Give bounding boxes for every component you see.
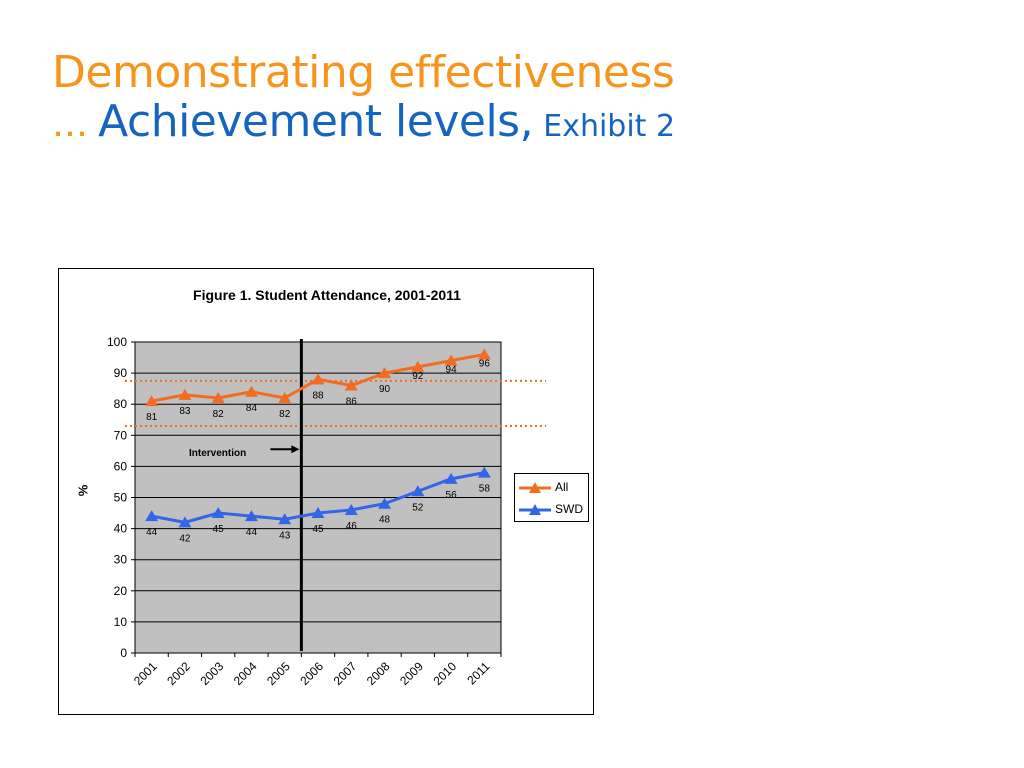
data-label-swd: 45 [312, 524, 324, 535]
x-tick-label: 2005 [264, 659, 293, 688]
x-tick-label: 2003 [198, 659, 227, 688]
x-tick-label: 2004 [231, 659, 260, 688]
data-label-all: 88 [312, 390, 324, 401]
x-tick-label: 2011 [464, 659, 492, 687]
data-label-swd: 56 [446, 490, 458, 501]
chart-frame: Figure 1. Student Attendance, 2001-2011 … [58, 268, 594, 715]
data-label-swd: 44 [146, 527, 158, 538]
title-ellipsis: … [52, 104, 88, 146]
y-tick-label: 80 [114, 397, 128, 411]
data-point-swd [344, 503, 358, 515]
legend-label-all: All [555, 480, 569, 494]
data-label-swd: 46 [346, 521, 358, 532]
legend-swatch-all [519, 482, 551, 493]
data-point-all [211, 391, 225, 403]
data-label-swd: 45 [213, 524, 225, 535]
y-tick-label: 30 [114, 553, 128, 567]
data-label-swd: 42 [179, 533, 191, 544]
data-label-all: 94 [446, 365, 458, 376]
data-label-swd: 48 [379, 515, 391, 526]
data-label-all: 84 [246, 403, 258, 414]
data-label-all: 81 [146, 412, 158, 423]
y-tick-label: 40 [114, 522, 128, 536]
data-label-all: 86 [346, 397, 358, 408]
y-tick-label: 20 [114, 584, 128, 598]
data-label-swd: 44 [246, 527, 258, 538]
data-label-swd: 52 [412, 502, 424, 513]
data-point-swd [411, 485, 425, 497]
title-line-demonstrating: Demonstrating effectiveness [52, 47, 675, 98]
title-achievement-levels: Achievement levels, [98, 96, 534, 148]
title-line-achievement: … Achievement levels, Exhibit 2 [52, 97, 675, 146]
data-point-all [278, 391, 292, 403]
x-tick-label: 2009 [397, 659, 426, 688]
data-label-swd: 43 [279, 530, 291, 541]
data-label-all: 82 [213, 409, 225, 420]
data-point-all [145, 395, 159, 407]
legend-swatch-swd [519, 504, 551, 515]
data-point-all [344, 379, 358, 391]
y-tick-label: 60 [114, 459, 128, 473]
legend-label-swd: SWD [555, 502, 583, 516]
data-point-all [477, 348, 491, 360]
data-point-all [411, 360, 425, 372]
data-point-swd [477, 466, 491, 478]
data-point-all [378, 367, 392, 379]
data-label-all: 82 [279, 409, 291, 420]
data-label-all: 92 [412, 371, 424, 382]
chart-legend: All SWD [514, 473, 589, 522]
intervention-label: Intervention [189, 448, 247, 459]
y-tick-label: 50 [114, 491, 128, 505]
data-point-swd [211, 507, 225, 519]
data-label-swd: 58 [479, 484, 491, 495]
data-point-swd [378, 497, 392, 509]
data-point-swd [278, 513, 292, 525]
data-point-all [178, 388, 192, 400]
data-point-swd [244, 510, 258, 522]
x-tick-label: 2010 [430, 659, 459, 688]
data-point-swd [178, 516, 192, 528]
legend-item-all: All [518, 479, 588, 497]
data-label-all: 90 [379, 384, 391, 395]
chart-title: Figure 1. Student Attendance, 2001-2011 [193, 287, 461, 303]
x-tick-label: 2007 [331, 659, 360, 688]
data-point-all [311, 373, 325, 385]
title-exhibit: Exhibit 2 [543, 109, 676, 145]
data-point-all [244, 385, 258, 397]
slide-title: Demonstrating effectiveness … Achievemen… [52, 48, 675, 147]
x-tick-label: 2006 [297, 659, 326, 688]
data-point-all [444, 354, 458, 366]
legend-item-swd: SWD [518, 501, 588, 519]
x-tick-label: 2002 [164, 659, 193, 688]
data-point-swd [145, 510, 159, 522]
y-tick-label: 10 [114, 615, 128, 629]
intervention-arrow-head [291, 445, 300, 454]
y-tick-label: 100 [107, 335, 127, 349]
data-point-swd [311, 507, 325, 519]
y-tick-label: 90 [114, 366, 128, 380]
y-tick-label: 70 [114, 428, 128, 442]
x-tick-label: 2008 [364, 659, 393, 688]
data-label-all: 83 [179, 406, 191, 417]
y-tick-label: 0 [120, 646, 127, 660]
x-tick-label: 2001 [131, 659, 160, 688]
data-point-swd [444, 472, 458, 484]
data-label-all: 96 [479, 358, 491, 369]
